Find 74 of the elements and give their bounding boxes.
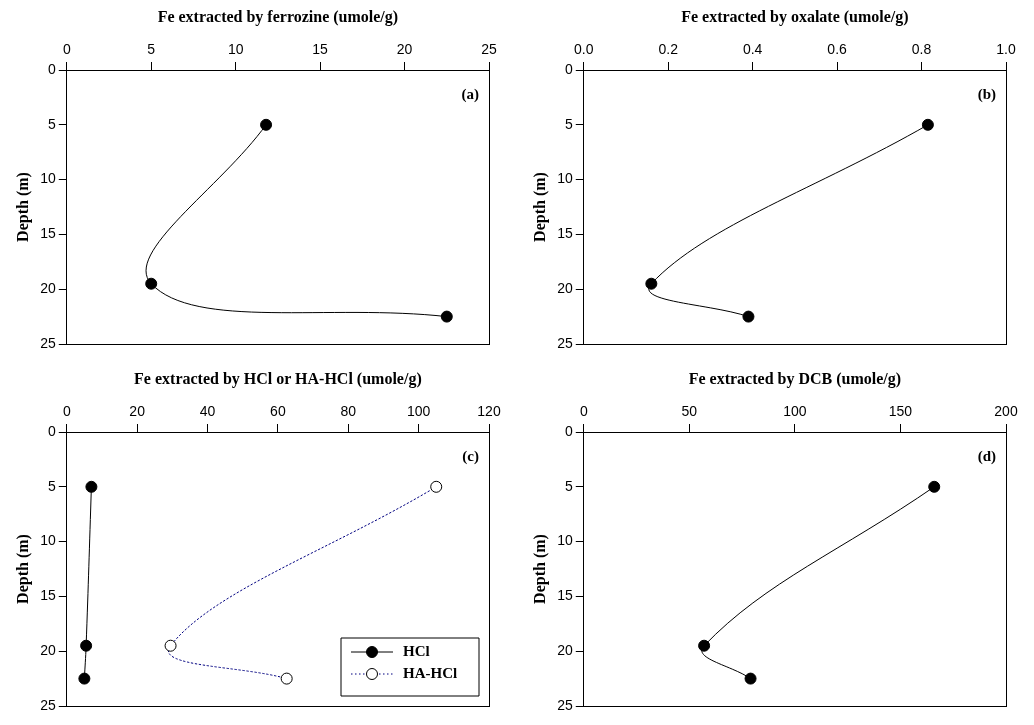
annotation: (d)	[977, 448, 996, 466]
y-tick-label: 5	[564, 115, 573, 132]
x-tick-label: 25	[481, 41, 497, 58]
point	[145, 277, 158, 290]
annotation: (b)	[977, 86, 996, 104]
y-tick-label: 10	[557, 170, 573, 187]
y-tick-label: 20	[40, 642, 56, 659]
y-tick-label: 15	[40, 587, 56, 604]
x-tick-label: 0.2	[658, 41, 679, 58]
y-tick-label: 20	[557, 642, 573, 659]
y-axis-title: Depth (m)	[530, 172, 549, 242]
x-axis-title: Fe extracted by HCl or HA-HCl (umole/g)	[134, 369, 422, 388]
point	[698, 639, 711, 652]
legend-label: HA-HCl	[403, 664, 458, 681]
x-tick-label: 0	[62, 403, 71, 420]
x-tick-label: 15	[312, 41, 329, 58]
x-tick-label: 200	[994, 403, 1018, 420]
annotation: (c)	[462, 448, 479, 466]
y-tick-label: 0	[47, 60, 56, 77]
x-tick-label: 0	[579, 403, 588, 420]
x-tick-label: 0.0	[574, 41, 594, 58]
point	[744, 672, 757, 685]
x-tick-label: 120	[477, 403, 501, 420]
point	[440, 310, 453, 323]
point	[742, 310, 755, 323]
x-tick-label: 10	[227, 41, 244, 58]
x-tick-label: 20	[129, 403, 146, 420]
y-axis-title: Depth (m)	[13, 534, 32, 604]
x-tick-label: 5	[147, 41, 156, 58]
y-tick-label: 0	[564, 422, 573, 439]
annotation: (a)	[461, 86, 479, 104]
x-tick-label: 150	[888, 403, 913, 420]
y-tick-label: 25	[40, 696, 56, 713]
y-tick-label: 15	[557, 587, 573, 604]
y-tick-label: 20	[40, 280, 56, 297]
y-tick-label: 25	[40, 334, 56, 351]
legend-label: HCl	[403, 642, 430, 659]
point	[645, 277, 658, 290]
y-tick-label: 0	[564, 60, 573, 77]
x-tick-label: 0.6	[827, 41, 848, 58]
point	[78, 672, 91, 685]
y-tick-label: 25	[557, 696, 573, 713]
x-tick-label: 100	[406, 403, 431, 420]
y-tick-label: 10	[557, 532, 573, 549]
x-tick-label: 40	[199, 403, 216, 420]
y-tick-label: 5	[47, 115, 56, 132]
y-tick-label: 10	[40, 532, 56, 549]
y-tick-label: 20	[557, 280, 573, 297]
point	[921, 118, 934, 131]
x-tick-label: 0.8	[911, 41, 932, 58]
point	[85, 480, 98, 493]
y-tick-label: 0	[47, 422, 56, 439]
point	[260, 118, 273, 131]
x-tick-label: 80	[340, 403, 357, 420]
point	[80, 639, 93, 652]
x-tick-label: 1.0	[996, 41, 1016, 58]
y-tick-label: 5	[47, 477, 56, 494]
y-axis-title: Depth (m)	[530, 534, 549, 604]
x-axis-title: Fe extracted by ferrozine (umole/g)	[157, 7, 399, 26]
x-tick-label: 60	[270, 403, 286, 420]
y-tick-label: 10	[40, 170, 56, 187]
x-axis-title: Fe extracted by oxalate (umole/g)	[681, 7, 909, 26]
y-tick-label: 15	[557, 225, 573, 242]
x-tick-label: 50	[681, 403, 698, 420]
x-tick-label: 20	[396, 41, 413, 58]
y-tick-label: 25	[557, 334, 573, 351]
x-tick-label: 100	[783, 403, 807, 420]
y-axis-title: Depth (m)	[13, 172, 32, 242]
point	[928, 480, 941, 493]
x-tick-label: 0.4	[742, 41, 763, 58]
y-tick-label: 5	[564, 477, 573, 494]
x-tick-label: 0	[62, 41, 71, 58]
y-tick-label: 15	[40, 225, 56, 242]
x-axis-title: Fe extracted by DCB (umole/g)	[688, 369, 902, 388]
